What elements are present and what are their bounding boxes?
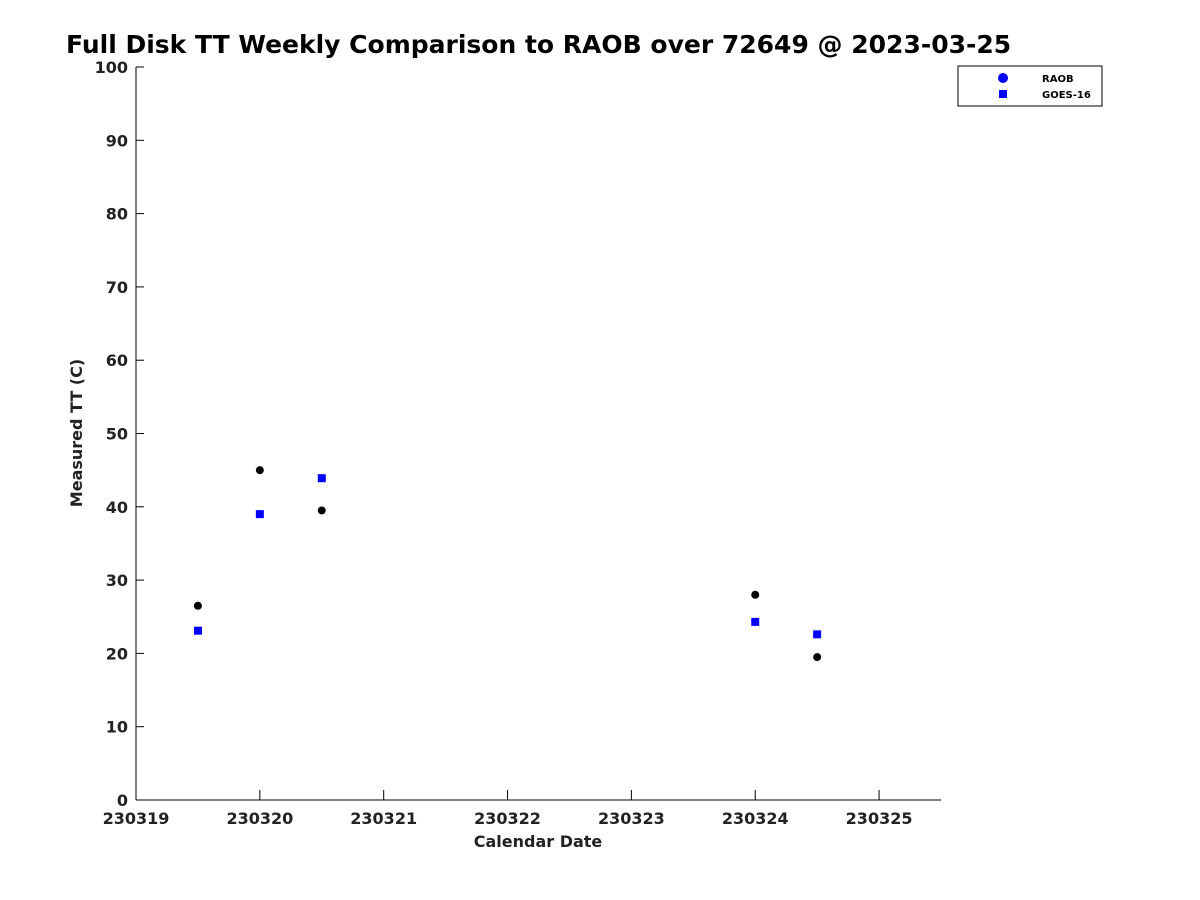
- y-tick-label: 60: [106, 351, 128, 370]
- y-tick-label: 30: [106, 571, 128, 590]
- legend-label: GOES-16: [1042, 90, 1091, 101]
- x-tick-label: 230320: [226, 809, 293, 828]
- x-tick-label: 230325: [846, 809, 913, 828]
- goes-16-point: [751, 617, 760, 626]
- y-tick-label: 50: [106, 425, 128, 444]
- y-tick-label: 20: [106, 644, 128, 663]
- goes-16-point: [255, 510, 264, 519]
- chart-title: Full Disk TT Weekly Comparison to RAOB o…: [66, 30, 1012, 59]
- axes: [135, 67, 941, 801]
- x-tick-label: 230319: [103, 809, 170, 828]
- goes-16-point: [813, 630, 822, 639]
- x-axis-ticks: 230319 230320 230321 230322 230323 230324 2303…: [103, 790, 913, 828]
- y-axis-ticks: 0 10 20 30 40 50 60 70 80 90 100: [95, 58, 144, 810]
- y-tick-label: 10: [106, 718, 128, 737]
- raob-point: [255, 466, 264, 475]
- y-axis-label: Measured TT (C): [67, 359, 86, 507]
- raob-point: [751, 590, 760, 599]
- legend-marker-raob: [998, 73, 1008, 83]
- goes-16-point: [317, 474, 326, 483]
- y-tick-label: 90: [106, 131, 128, 150]
- x-tick-label: 230323: [598, 809, 665, 828]
- y-tick-label: 100: [95, 58, 128, 77]
- raob-point: [193, 601, 202, 610]
- x-axis-label: Calendar Date: [474, 832, 603, 851]
- legend-label: RAOB: [1042, 74, 1074, 85]
- raob-point: [317, 506, 326, 515]
- x-tick-label: 230321: [350, 809, 417, 828]
- x-tick-label: 230324: [722, 809, 789, 828]
- raob-point: [813, 653, 822, 662]
- legend: RAOB GOES-16: [957, 65, 1103, 107]
- data-points: [193, 466, 822, 662]
- legend-box: [957, 65, 1103, 107]
- y-tick-label: 80: [106, 205, 128, 224]
- goes-16-point: [193, 626, 202, 635]
- y-tick-label: 0: [117, 791, 128, 810]
- y-tick-label: 70: [106, 278, 128, 297]
- y-tick-label: 40: [106, 498, 128, 517]
- x-tick-label: 230322: [474, 809, 541, 828]
- legend-marker-goes-16: [999, 90, 1007, 98]
